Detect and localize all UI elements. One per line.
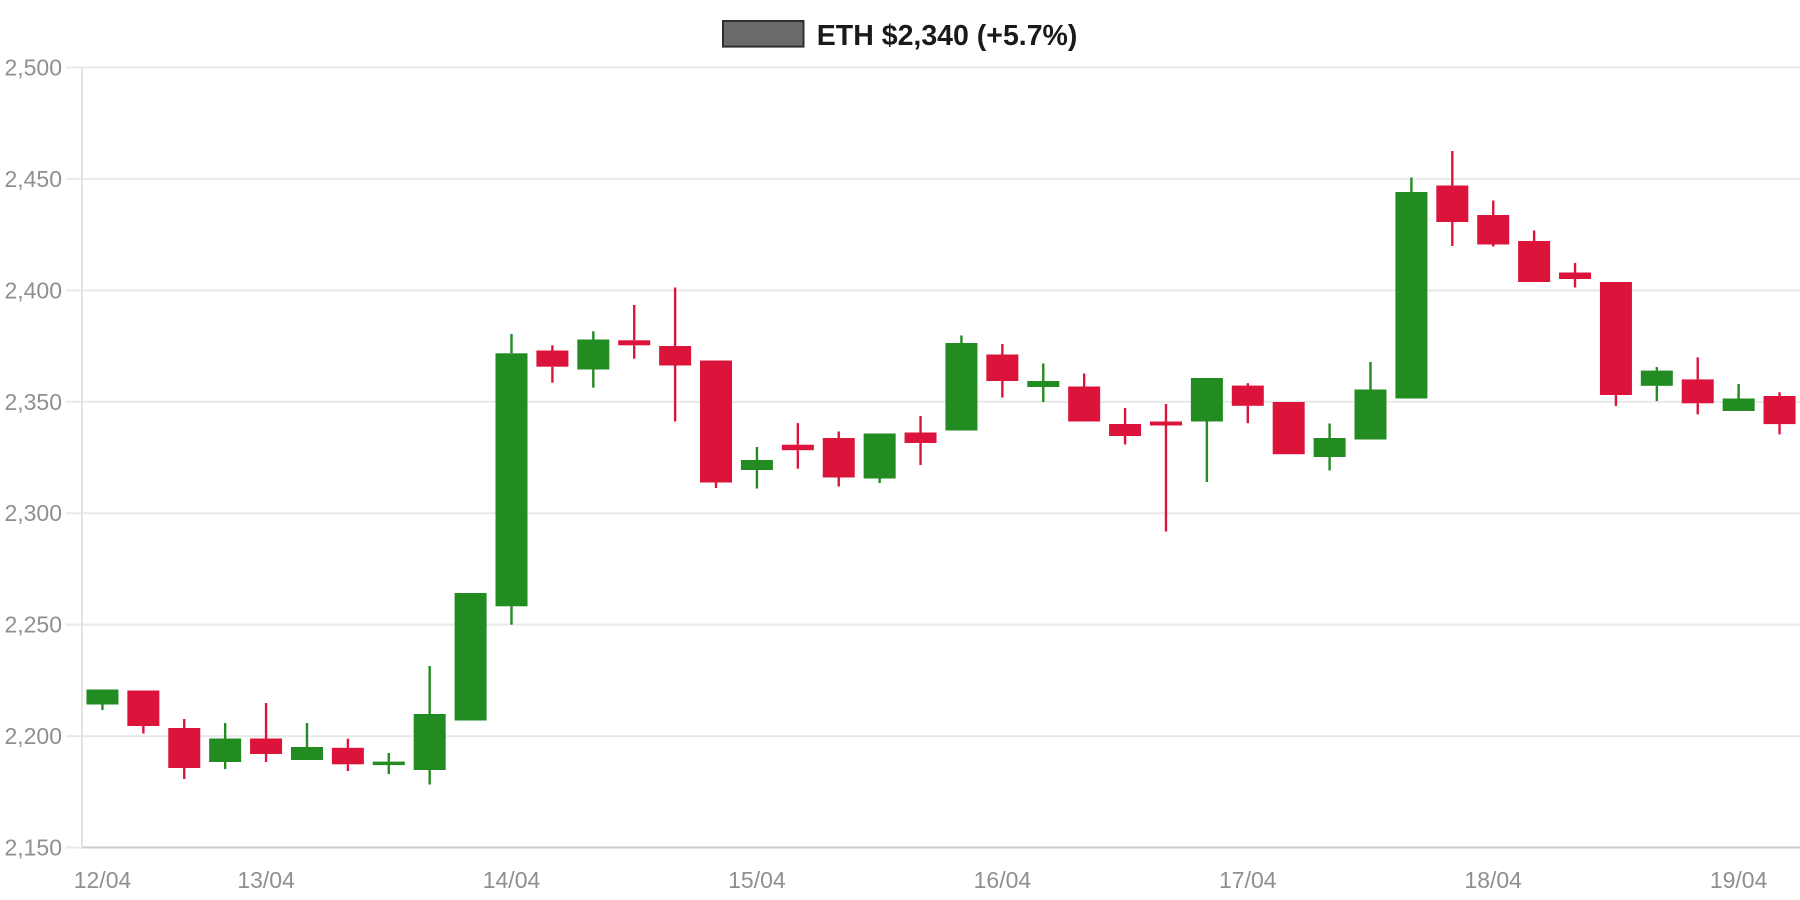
svg-text:2,500: 2,500 — [4, 55, 62, 81]
svg-text:2,450: 2,450 — [4, 166, 62, 192]
svg-text:17/04: 17/04 — [1219, 867, 1277, 893]
svg-text:2,200: 2,200 — [4, 723, 62, 749]
svg-text:2,400: 2,400 — [4, 277, 62, 303]
svg-text:2,300: 2,300 — [4, 500, 62, 526]
svg-text:13/04: 13/04 — [237, 867, 295, 893]
svg-text:2,150: 2,150 — [4, 835, 62, 861]
svg-text:ETH $2,340 (+5.7%): ETH $2,340 (+5.7%) — [817, 20, 1078, 52]
svg-text:2,250: 2,250 — [4, 612, 62, 638]
svg-text:14/04: 14/04 — [483, 867, 541, 893]
svg-text:15/04: 15/04 — [728, 867, 786, 893]
svg-text:12/04: 12/04 — [74, 867, 132, 893]
svg-text:16/04: 16/04 — [974, 867, 1032, 893]
svg-text:2,350: 2,350 — [4, 389, 62, 415]
svg-text:19/04: 19/04 — [1710, 867, 1768, 893]
svg-text:18/04: 18/04 — [1464, 867, 1522, 893]
